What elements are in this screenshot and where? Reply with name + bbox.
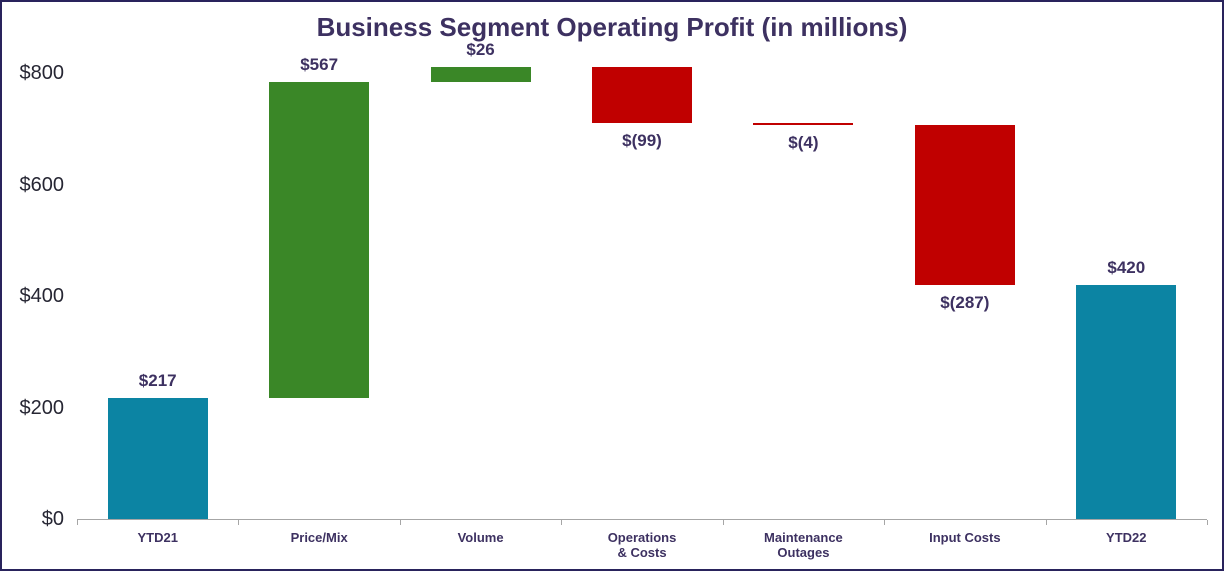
x-axis-category-label-ytd22: YTD22 [1106, 530, 1147, 545]
y-axis-tick-label: $400 [19, 285, 65, 307]
y-axis-tick-label: $200 [19, 396, 65, 419]
bar-value-label-ytd21: $217 [138, 371, 177, 391]
bar-value-label-input-costs: $(287) [940, 292, 990, 312]
x-axis-category-label-volume: Volume [457, 530, 504, 545]
y-axis-tick-label: $600 [19, 173, 65, 196]
x-axis-tick [561, 520, 563, 525]
x-axis-tick [238, 520, 240, 525]
waterfall-bar-ytd21 [107, 398, 208, 519]
bar-value-label-price-mix: $567 [300, 54, 339, 74]
x-axis-category-label-ytd21: YTD21 [137, 530, 178, 545]
bar-value-label-operations-costs: $(99) [622, 130, 662, 150]
x-axis-line [77, 519, 1207, 520]
bar-value-label-ytd22: $420 [1107, 257, 1146, 277]
x-axis-category-label-operations-costs: Operations & Costs [607, 530, 677, 560]
waterfall-bar-ytd22 [1076, 284, 1177, 519]
waterfall-bar-volume [430, 67, 531, 82]
x-axis-tick [884, 520, 886, 525]
waterfall-bar-input-costs [914, 124, 1015, 285]
x-axis-tick [77, 520, 78, 525]
bar-value-label-maintenance-outages: $(4) [788, 132, 819, 152]
waterfall-bar-operations-costs [592, 67, 692, 123]
x-axis-tick [1045, 520, 1047, 525]
x-axis-category-label-input-costs: Input Costs [929, 530, 1001, 545]
x-axis-tick [399, 520, 401, 525]
bar-value-label-volume: $26 [466, 40, 495, 60]
y-axis-tick-label: $0 [41, 508, 64, 530]
x-axis-category-label-price-mix: Price/Mix [290, 530, 348, 545]
waterfall-bar-maintenance-outages [753, 122, 854, 125]
waterfall-bar-price-mix [269, 81, 370, 398]
x-axis-category-label-maintenance-outages: Maintenance Outages [764, 530, 843, 560]
chart-title: Business Segment Operating Profit (in mi… [316, 12, 908, 42]
y-axis-tick-label: $800 [19, 62, 65, 84]
x-axis-tick [722, 520, 724, 525]
x-axis-tick [1207, 520, 1208, 525]
